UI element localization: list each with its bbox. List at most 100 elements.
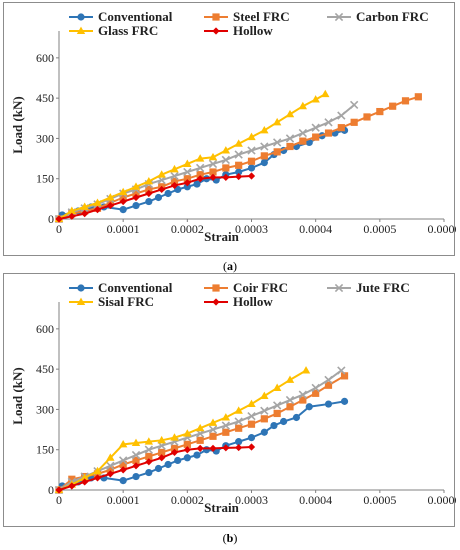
chart-b-series-conventional-point <box>193 451 201 459</box>
chart-a-series-conventional-point <box>193 180 201 188</box>
chart-b-series-hollow-point <box>247 443 256 451</box>
chart-b-legend-conventional-swatch-marker <box>77 284 85 292</box>
chart-b-series-coir-frc-point <box>196 436 204 444</box>
chart-a-legend-glass-frc-label: Glass FRC <box>98 23 158 38</box>
chart-a-series-carbon-frc-point-stroke-b <box>247 146 256 155</box>
chart-a-series-carbon-frc-point-stroke-b <box>234 150 243 159</box>
chart-a-series-carbon-frc-point <box>170 171 179 181</box>
chart-a-series-conventional-point <box>119 206 127 214</box>
chart-a-series-steel-frc-point <box>209 168 217 176</box>
chart-a-x-tick-label: 0.0002 <box>171 222 204 236</box>
chart-b-series-coir-frc-point <box>183 440 191 448</box>
chart-b-series-hollow-point <box>235 443 243 452</box>
chart-a-y-axis-label: Load (kN) <box>10 96 25 153</box>
chart-a-legend-conventional: Conventional <box>69 9 173 24</box>
chart-b-x-tick-label: 0.0003 <box>235 493 268 507</box>
panel-label-b: (b) <box>222 531 238 545</box>
chart-b-x-tick-label: 0.0006 <box>428 493 457 507</box>
chart-a-series-hollow-point <box>93 206 102 214</box>
chart-b-x-axis-label: Strain <box>204 500 239 515</box>
chart-a-series-carbon-frc-point-stroke-b <box>273 138 282 147</box>
chart-b-series-conventional-point <box>279 417 288 426</box>
chart-b-series-sisal-frc-point <box>301 366 311 374</box>
chart-b-series-jute-frc-point <box>119 456 128 465</box>
chart-b-legend-sisal-frc-swatch-marker <box>76 297 86 305</box>
chart-b-series-sisal-frc <box>54 366 311 493</box>
chart-a-series-carbon-frc-point-stroke-b <box>311 123 320 132</box>
chart-a-legend-carbon-frc: Carbon FRC <box>327 9 429 24</box>
chart-a-series-glass-frc-point <box>260 125 269 134</box>
chart-b-series-coir-frc-point <box>222 428 230 436</box>
chart-a-series-glass-frc-point <box>285 109 295 118</box>
chart-a-series-steel-frc-point <box>235 161 243 169</box>
chart-a-series-glass-frc-point <box>183 159 192 167</box>
chart-a-series-hollow-point <box>247 172 256 180</box>
chart-b-series-hollow-line <box>58 446 252 491</box>
chart-a-series-carbon-frc-point <box>183 167 192 177</box>
chart-b-series-jute-frc-point <box>208 425 218 434</box>
chart-a-series-steel-frc-point <box>350 118 358 126</box>
chart-b-x-tick-label: 0 <box>56 493 62 507</box>
chart-a-series-glass-frc-point <box>157 170 166 178</box>
chart-b-series-coir-frc-point <box>170 444 179 452</box>
chart-b-x-tick-label: 0.0002 <box>171 493 204 507</box>
chart-b-svg: 0 150 300 450 600 0 0.0001 0.0002 0.0003 0.0004 0.… <box>10 280 457 515</box>
chart-b-y-axis-label: Load (kN) <box>10 367 25 424</box>
chart-b-legend-sisal-frc: Sisal FRC <box>69 294 154 309</box>
chart-b-series-jute-frc-point <box>285 395 295 405</box>
chart-a-legend-hollow-label: Hollow <box>233 23 273 38</box>
chart-a-series-carbon-frc-point-stroke-b <box>337 111 346 120</box>
chart-panel-b: 0 150 300 450 600 0 0.0001 0.0002 0.0003 0.0004 0.… <box>3 273 457 527</box>
chart-a-x-axis-label: Strain <box>204 229 239 244</box>
chart-b-series-jute-frc-point-stroke-b <box>106 461 115 470</box>
chart-b-series-coir-frc-point <box>209 432 217 440</box>
chart-a-legend-steel-frc-label: Steel FRC <box>233 9 290 24</box>
chart-a-series-hollow-point <box>170 181 179 190</box>
panel-label-a: (a) <box>223 259 237 273</box>
chart-a-series-steel-frc-point <box>337 124 345 132</box>
chart-a-x-tick-label: 0 <box>56 222 62 236</box>
chart-a-series-carbon-frc-point-stroke-b <box>260 142 269 151</box>
chart-b-y-tick-label: 300 <box>36 402 54 416</box>
chart-a-y-tick-label: 300 <box>36 131 54 145</box>
chart-a-x-tick-label: 0.0003 <box>235 222 268 236</box>
chart-a-series-glass-frc-point <box>195 154 205 162</box>
chart-b-series-jute-frc-point-stroke-b <box>144 445 153 454</box>
chart-a-series-carbon-frc-point <box>311 123 320 132</box>
chart-a-series-glass-frc-point <box>106 193 115 201</box>
chart-a-series-conventional-point <box>132 201 140 210</box>
chart-b-series-conventional-point <box>164 460 172 469</box>
chart-b-y-tick-label: 450 <box>36 362 54 376</box>
chart-a-series-glass-frc-point <box>67 206 77 214</box>
chart-b-series-coir-frc-point <box>286 403 294 411</box>
chart-a-series-steel-frc-point <box>363 113 371 121</box>
panel-label-b-letter: b <box>226 531 234 545</box>
chart-a-legend-carbon-frc-label: Carbon FRC <box>356 9 429 24</box>
chart-a-legend-hollow: Hollow <box>204 23 273 38</box>
chart-a-series-carbon-frc-point <box>208 159 218 169</box>
chart-b-series-jute-frc-point <box>234 417 243 426</box>
chart-b-series-sisal-frc-point <box>93 466 102 475</box>
chart-b-series-conventional <box>55 397 349 494</box>
chart-b-series-coir-frc-point <box>145 452 153 461</box>
chart-a-series-conventional-point <box>235 168 243 176</box>
chart-b-series-jute-frc-point <box>260 406 269 415</box>
chart-a-x-tick-label: 0.0001 <box>107 222 140 236</box>
chart-panel-a: 0 150 300 450 600 0 0.0001 0.0002 0.0003 0.0004 0.… <box>3 2 456 256</box>
chart-b-series-conventional-point <box>340 397 349 405</box>
chart-b-series-hollow-point <box>158 454 166 462</box>
chart-b-series-sisal-frc-point <box>208 418 218 426</box>
chart-b-series-jute-frc-point <box>273 401 282 410</box>
chart-a-series-hollow-line <box>58 175 252 220</box>
chart-b-y-tick-label: 0 <box>48 483 54 497</box>
chart-a-series-steel-frc-point <box>119 193 127 202</box>
chart-a-series-steel-frc-point <box>196 171 204 179</box>
chart-a-series-conventional-point <box>174 185 182 194</box>
chart-b-series-sisal-frc-point <box>80 473 89 481</box>
chart-b-series-coir-frc-point <box>260 415 268 423</box>
chart-b-series-sisal-frc-point <box>285 375 295 383</box>
chart-a-legend-conventional-swatch-marker <box>77 13 85 21</box>
chart-b-series-conventional-point <box>260 428 268 436</box>
chart-b-series-sisal-frc-point <box>183 429 192 437</box>
chart-b-series-coir-frc-point <box>340 372 349 380</box>
